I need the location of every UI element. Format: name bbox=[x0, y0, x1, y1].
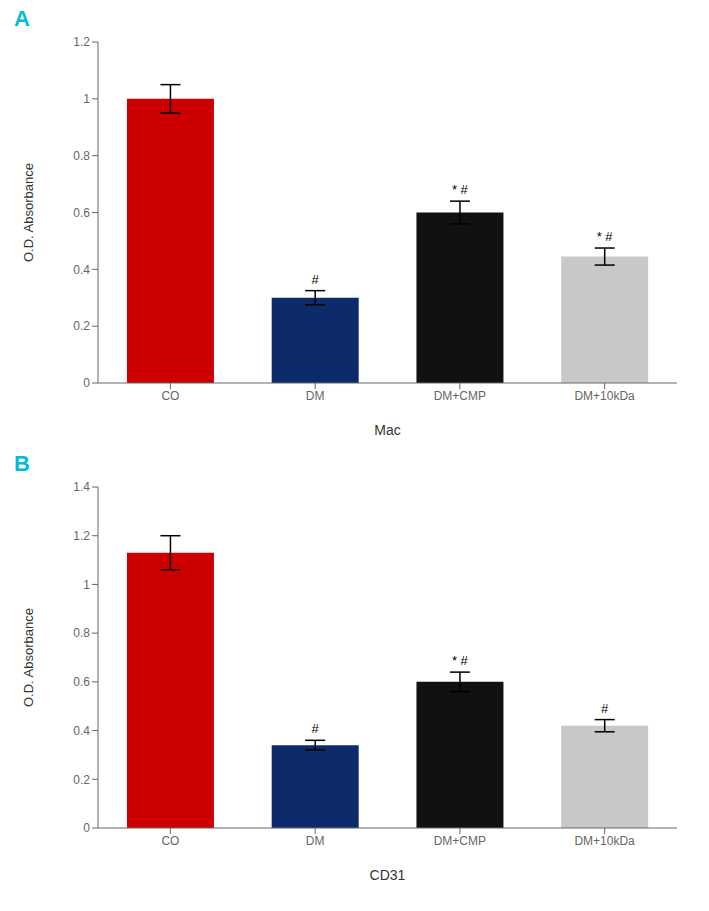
svg-text:* #: * # bbox=[452, 653, 469, 668]
html-text:A: A bbox=[14, 6, 30, 31]
svg-text:DM+10kDa: DM+10kDa bbox=[574, 834, 635, 848]
svg-text:1: 1 bbox=[83, 92, 90, 106]
svg-text:1.2: 1.2 bbox=[73, 35, 90, 49]
svg-text:0.8: 0.8 bbox=[73, 626, 90, 640]
svg-text:DM+CMP: DM+CMP bbox=[434, 834, 486, 848]
svg-text:0.6: 0.6 bbox=[73, 675, 90, 689]
svg-text:Mac: Mac bbox=[374, 422, 400, 438]
html-text:B: B bbox=[14, 451, 30, 476]
svg-text:1.2: 1.2 bbox=[73, 529, 90, 543]
svg-text:CO: CO bbox=[161, 834, 179, 848]
svg-text:#: # bbox=[312, 721, 320, 736]
svg-text:0.8: 0.8 bbox=[73, 149, 90, 163]
svg-text:0.4: 0.4 bbox=[73, 263, 90, 277]
svg-text:DM: DM bbox=[306, 389, 325, 403]
svg-text:0: 0 bbox=[83, 376, 90, 390]
svg-text:0.2: 0.2 bbox=[73, 319, 90, 333]
svg-text:* #: * # bbox=[452, 182, 469, 197]
svg-text:O.D. Absorbance: O.D. Absorbance bbox=[21, 163, 36, 262]
svg-text:#: # bbox=[312, 272, 320, 287]
svg-text:DM+CMP: DM+CMP bbox=[434, 389, 486, 403]
svg-text:0: 0 bbox=[83, 821, 90, 835]
svg-text:0.2: 0.2 bbox=[73, 773, 90, 787]
svg-text:DM+10kDa: DM+10kDa bbox=[574, 389, 635, 403]
svg-text:#: # bbox=[601, 701, 609, 716]
svg-text:CO: CO bbox=[161, 389, 179, 403]
svg-text:CD31: CD31 bbox=[370, 867, 406, 883]
svg-text:* #: * # bbox=[597, 229, 614, 244]
svg-text:0.4: 0.4 bbox=[73, 724, 90, 738]
svg-text:O.D. Absorbance: O.D. Absorbance bbox=[21, 608, 36, 707]
svg-text:0.6: 0.6 bbox=[73, 206, 90, 220]
svg-text:1.4: 1.4 bbox=[73, 480, 90, 494]
svg-text:1: 1 bbox=[83, 578, 90, 592]
svg-text:DM: DM bbox=[306, 834, 325, 848]
